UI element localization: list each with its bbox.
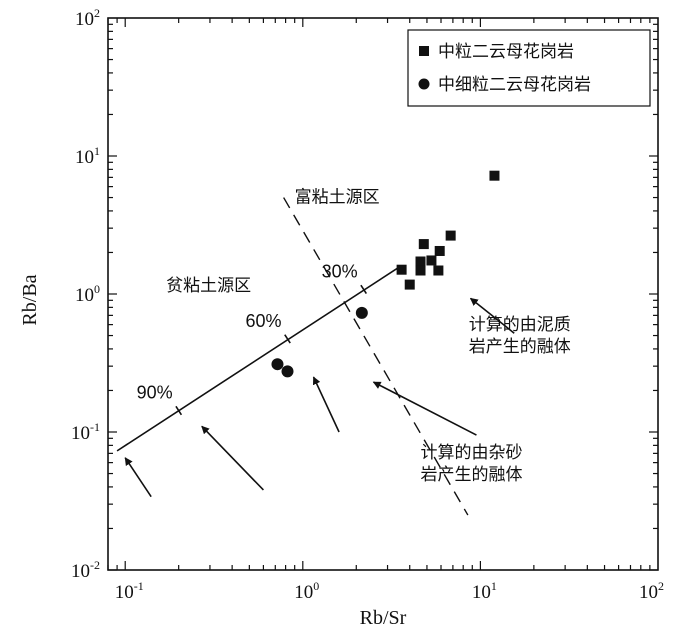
square-point [396, 264, 407, 275]
tick-exponent: 2 [94, 6, 100, 20]
circle-point [271, 358, 284, 371]
annotation-label: 岩产生的融体 [469, 337, 571, 357]
tick-base: 10 [75, 285, 94, 306]
y-tick-label: 10-1 [71, 420, 100, 444]
arrow [312, 376, 340, 433]
square-point [418, 239, 429, 250]
mixing-line-tick [360, 284, 368, 295]
y-tick-label: 10-2 [71, 558, 100, 582]
region-label: 富粘土源区 [295, 188, 380, 208]
plot-frame [107, 17, 659, 571]
arrow [469, 297, 515, 334]
tick-base: 10 [75, 147, 94, 168]
tick-base: 10 [71, 561, 90, 582]
square-point [404, 279, 415, 290]
tick-exponent: -2 [90, 558, 100, 572]
circle-point [281, 365, 294, 378]
tick-exponent: 0 [94, 282, 100, 296]
tick-exponent: 0 [313, 579, 319, 593]
arrow [372, 381, 477, 436]
y-tick-label: 101 [75, 144, 100, 168]
tick-base: 10 [75, 9, 94, 30]
square-point [434, 245, 445, 256]
tick-base: 10 [115, 582, 134, 603]
x-tick-label: 101 [472, 579, 497, 603]
square-point [415, 265, 426, 276]
square-point [489, 170, 500, 181]
region-label: 贫粘土源区 [166, 276, 251, 296]
legend: 中粒二云母花岗岩 中细粒二云母花岗岩 [407, 29, 651, 107]
tick-base: 10 [639, 582, 658, 603]
tick-base: 10 [71, 423, 90, 444]
mixing-line-tick [175, 405, 183, 416]
arrow [201, 425, 264, 491]
y-tick-label: 100 [75, 282, 100, 306]
legend-label-circle: 中细粒二云母花岗岩 [438, 75, 591, 95]
mixing-line [116, 266, 400, 452]
reference-lines: 90% 60% 30% [116, 197, 469, 516]
data-points [271, 170, 500, 378]
circle-point [355, 306, 368, 319]
legend-label-square: 中粒二云母花岗岩 [438, 42, 574, 62]
tick-base: 10 [472, 582, 491, 603]
annotation-label: 计算的由杂砂 [421, 443, 523, 463]
tick-exponent: -1 [90, 420, 100, 434]
arrow [124, 457, 152, 498]
y-tick-label: 102 [75, 6, 100, 30]
legend-box [407, 29, 651, 107]
square-point [445, 230, 456, 241]
tick-exponent: 2 [658, 579, 664, 593]
percent-label: 60% [245, 311, 281, 331]
mixing-line-tick [284, 334, 291, 344]
legend-circle-marker [418, 78, 430, 90]
square-point [433, 265, 444, 276]
annotation-label: 岩产生的融体 [421, 465, 523, 485]
square-point [426, 255, 437, 266]
square-point [415, 256, 426, 267]
tick-base: 10 [294, 582, 313, 603]
legend-square-marker [419, 46, 429, 56]
tick-exponent: -1 [134, 579, 144, 593]
x-tick-label: 102 [639, 579, 664, 603]
x-axis-label: Rb/Sr [360, 607, 407, 629]
tick-exponent: 1 [491, 579, 497, 593]
x-tick-labels: 10-1 100 101 102 [115, 579, 664, 603]
y-axis-label: Rb/Ba [19, 274, 41, 325]
divider-line [283, 197, 469, 516]
x-tick-label: 10-1 [115, 579, 144, 603]
axis-ticks [107, 18, 658, 571]
percent-label: 30% [322, 261, 358, 281]
x-tick-label: 100 [294, 579, 319, 603]
percent-label: 90% [137, 383, 173, 403]
tick-exponent: 1 [94, 144, 100, 158]
arrows [124, 297, 515, 498]
annotation-label: 计算的由泥质 [469, 315, 571, 335]
